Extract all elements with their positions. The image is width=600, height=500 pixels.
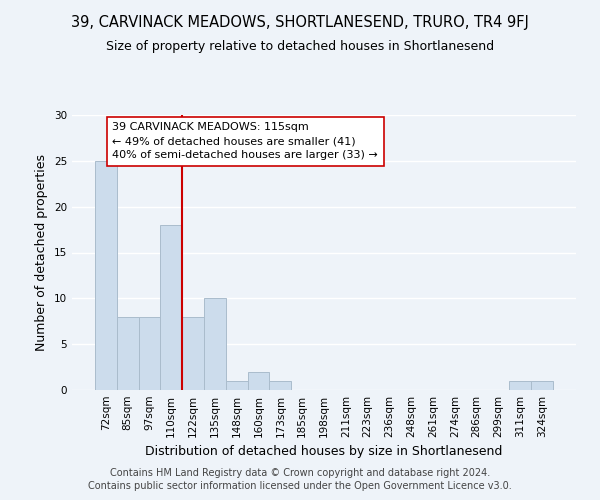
Bar <box>204 298 226 390</box>
Bar <box>95 161 117 390</box>
X-axis label: Distribution of detached houses by size in Shortlanesend: Distribution of detached houses by size … <box>145 446 503 458</box>
Bar <box>182 316 204 390</box>
Bar <box>139 316 160 390</box>
Y-axis label: Number of detached properties: Number of detached properties <box>35 154 49 351</box>
Bar <box>248 372 269 390</box>
Text: Size of property relative to detached houses in Shortlanesend: Size of property relative to detached ho… <box>106 40 494 53</box>
Text: Contains HM Land Registry data © Crown copyright and database right 2024.: Contains HM Land Registry data © Crown c… <box>110 468 490 477</box>
Bar <box>160 225 182 390</box>
Bar <box>117 316 139 390</box>
Bar <box>269 381 291 390</box>
Text: 39, CARVINACK MEADOWS, SHORTLANESEND, TRURO, TR4 9FJ: 39, CARVINACK MEADOWS, SHORTLANESEND, TR… <box>71 15 529 30</box>
Bar <box>226 381 248 390</box>
Bar <box>509 381 531 390</box>
Text: Contains public sector information licensed under the Open Government Licence v3: Contains public sector information licen… <box>88 481 512 491</box>
Bar <box>531 381 553 390</box>
Text: 39 CARVINACK MEADOWS: 115sqm
← 49% of detached houses are smaller (41)
40% of se: 39 CARVINACK MEADOWS: 115sqm ← 49% of de… <box>112 122 378 160</box>
